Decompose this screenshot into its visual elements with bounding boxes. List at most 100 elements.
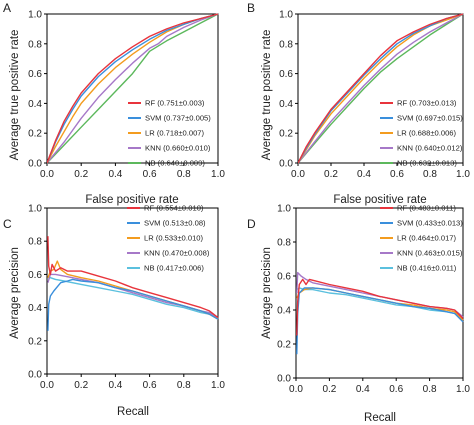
panel-a-y-tick-label: 0.2 xyxy=(28,129,42,140)
panel-b-y-axis-label: Average true positive rate xyxy=(261,30,273,161)
panel-a-x-tick-label: 0.0 xyxy=(40,169,54,180)
panel-c-legend-label-nb: NB (0.417±0.006) xyxy=(144,264,204,273)
panel-d-legend-label-svm: SVM (0.433±0.013) xyxy=(397,219,463,228)
panel-a-legend-label-lr: LR (0.718±0.007) xyxy=(145,129,205,138)
panel-c-y-tick-label: 1.0 xyxy=(28,204,42,215)
panel-d-y-tick-label: 1.0 xyxy=(277,204,291,215)
panel-c-series-rf xyxy=(47,236,219,319)
panel-b-x-tick-label: 0.4 xyxy=(357,169,371,180)
panel-a-x-tick-label: 0.4 xyxy=(108,169,122,180)
panel-a-x-tick-label: 1.0 xyxy=(211,169,225,180)
panel-d-y-tick-label: 0.6 xyxy=(277,272,291,283)
panel-d-series-group xyxy=(296,271,464,355)
panel-a-legend-label-nb: NB (0.640±0.009) xyxy=(145,159,205,168)
panel-c-x-tick-label: 0.0 xyxy=(40,380,54,391)
panel-a-series-group xyxy=(47,13,219,164)
panel-b-y-tick-label: 0.0 xyxy=(279,159,293,170)
panel-c-x-tick-label: 0.2 xyxy=(74,380,88,391)
panel-a-y-tick-label: 1.0 xyxy=(28,10,42,21)
panel-b-x-tick-label: 0.2 xyxy=(324,169,338,180)
panel-c-x-tick-label: 0.6 xyxy=(143,380,157,391)
panel-c-y-tick-label: 0.4 xyxy=(28,303,42,314)
panel-c-y-axis-label: Average precision xyxy=(9,247,21,339)
panel-d-series-lr xyxy=(296,287,464,321)
panel-b-x-tick-label: 0.6 xyxy=(390,169,404,180)
panel-c: C 0.0 0.2 0.4 0.6 0.8 1.0 0.0 0.2 0.4 0.6 0.8 1.0 Rec… xyxy=(3,204,225,419)
panel-b-x-tick-label: 0.8 xyxy=(423,169,437,180)
panel-a-series-nb xyxy=(47,13,219,164)
panel-b-legend-label-nb: NB (0.632±0.013) xyxy=(397,159,457,168)
panel-b-y-tick-label: 1.0 xyxy=(279,10,293,21)
panel-d-series-svm xyxy=(296,287,464,355)
panel-a-series-lr xyxy=(47,13,219,164)
panel-d-series-rf xyxy=(296,278,464,336)
panel-a-legend-label-svm: SVM (0.737±0.005) xyxy=(145,114,211,123)
panel-b-x-tick-label: 1.0 xyxy=(456,169,470,180)
panel-d-y-tick-label: 0.8 xyxy=(277,238,291,249)
panel-a-y-axis-label: Average true positive rate xyxy=(9,30,21,161)
panel-b-legend-label-knn: KNN (0.640±0.012) xyxy=(397,144,463,153)
panel-c-series-svm xyxy=(47,278,219,331)
panel-c-y-tick-label: 0.2 xyxy=(28,336,42,347)
panel-a-series-rf xyxy=(47,13,219,164)
panel-b-y-tick-label: 0.2 xyxy=(279,129,293,140)
panel-a-series-svm xyxy=(47,13,219,164)
panel-b-x-tick-label: 0.0 xyxy=(291,169,305,180)
panel-d-legend-label-nb: NB (0.416±0.011) xyxy=(397,264,457,273)
panel-d-series-nb xyxy=(296,287,464,321)
panel-c-series-group xyxy=(47,236,219,331)
panel-b-series-lr xyxy=(298,13,464,164)
panel-d: D 0.0 0.2 0.4 0.6 0.8 1.0 0.0 0.2 0.4 0.6 0.8 1.0 Rec… xyxy=(247,204,470,425)
panel-c-legend-label-knn: KNN (0.470±0.008) xyxy=(144,249,210,258)
panel-a-frame xyxy=(46,13,219,164)
panel-a-y-tick-label: 0.6 xyxy=(28,69,42,80)
panel-a-x-tick-label: 0.2 xyxy=(74,169,88,180)
panel-c-x-tick-label: 0.8 xyxy=(177,380,191,391)
panel-a-x-tick-label: 0.6 xyxy=(143,169,157,180)
panel-a-letter: A xyxy=(3,1,11,15)
panel-d-y-tick-label: 0.2 xyxy=(277,340,291,351)
panel-a-y-tick-label: 0.4 xyxy=(28,99,42,110)
panel-b-series-group xyxy=(298,13,464,164)
panel-b-legend-label-svm: SVM (0.697±0.015) xyxy=(397,114,463,123)
panel-b-series-rf xyxy=(298,13,464,164)
panel-b-legend-label-rf: RF (0.703±0.013) xyxy=(397,99,457,108)
panel-d-x-tick-label: 0.4 xyxy=(356,384,370,395)
panel-a-series-knn xyxy=(47,13,219,164)
panel-a-y-tick-label: 0.8 xyxy=(28,39,42,50)
panel-b-series-svm xyxy=(298,13,464,164)
panel-c-letter: C xyxy=(3,217,12,231)
panel-d-letter: D xyxy=(247,217,256,231)
panel-d-legend-label-lr: LR (0.464±0.017) xyxy=(397,234,457,243)
panel-c-x-axis-label: Recall xyxy=(117,406,149,418)
panel-d-y-tick-label: 0.4 xyxy=(277,306,291,317)
panel-b-legend-label-lr: LR (0.688±0.006) xyxy=(397,129,457,138)
panel-d-x-axis-label: Recall xyxy=(364,412,396,424)
panel-d-frame xyxy=(295,207,464,379)
panel-b-y-tick-label: 0.8 xyxy=(279,39,293,50)
panel-a-legend-label-knn: KNN (0.660±0.010) xyxy=(145,144,211,153)
panel-b: B 0.0 0.2 0.4 0.6 0.8 1.0 0.0 0.2 0.4 0.6 0.8 1.0 Fal… xyxy=(247,1,470,206)
panel-c-legend-label-lr: LR (0.533±0.010) xyxy=(144,234,204,243)
panel-a-y-tick-label: 0.0 xyxy=(28,159,42,170)
panel-d-x-tick-label: 1.0 xyxy=(456,384,470,395)
panel-d-legend-label-knn: KNN (0.463±0.015) xyxy=(397,249,463,258)
panel-b-frame xyxy=(297,13,464,164)
panel-c-x-tick-label: 1.0 xyxy=(211,380,225,391)
panel-d-y-tick-label: 0.0 xyxy=(277,374,291,385)
panel-b-series-nb xyxy=(298,13,464,164)
panel-c-y-tick-label: 0.8 xyxy=(28,237,42,248)
panel-c-y-tick-label: 0.0 xyxy=(28,370,42,381)
panel-c-y-tick-label: 0.6 xyxy=(28,270,42,281)
panel-b-y-tick-label: 0.6 xyxy=(279,69,293,80)
panel-d-x-tick-label: 0.6 xyxy=(389,384,403,395)
panel-b-x-axis-label: False positive rate xyxy=(333,194,426,206)
panel-d-x-tick-label: 0.2 xyxy=(322,384,336,395)
panel-d-x-tick-label: 0.8 xyxy=(423,384,437,395)
panel-c-series-knn xyxy=(47,273,219,319)
panel-c-series-nb xyxy=(47,277,219,320)
panel-a: A 0.0 0.2 0.4 0.6 0.8 1.0 0.0 0.2 0.4 0.6 0.8 1.0 Fal… xyxy=(3,1,225,206)
panel-b-series-knn xyxy=(298,13,464,164)
panel-b-y-tick-label: 0.4 xyxy=(279,99,293,110)
